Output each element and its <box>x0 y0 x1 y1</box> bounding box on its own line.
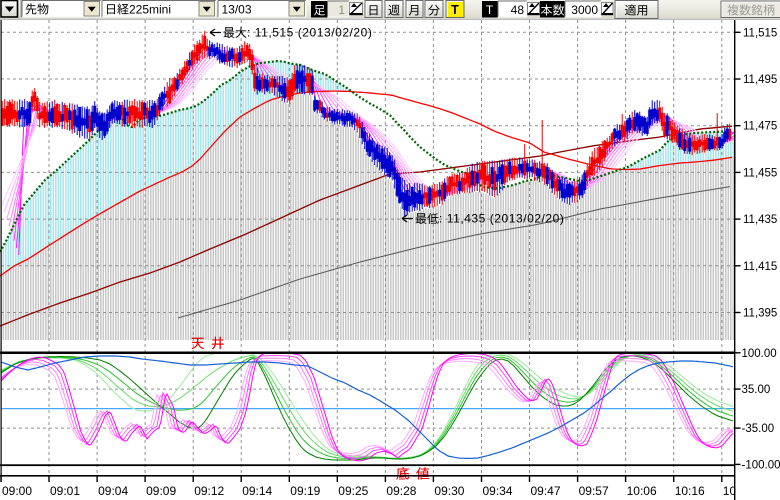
svg-text:10:06: 10:06 <box>627 484 657 498</box>
svg-text:09:09: 09:09 <box>146 484 176 498</box>
svg-text:09:04: 09:04 <box>98 484 128 498</box>
svg-text:13/03: 13/03 <box>222 3 252 17</box>
svg-text:11,495: 11,495 <box>743 74 777 86</box>
svg-text:11,415: 11,415 <box>743 261 777 273</box>
svg-text:11,455: 11,455 <box>743 167 777 179</box>
svg-text:225mini: 225mini <box>129 3 171 17</box>
svg-text:09:19: 09:19 <box>290 484 320 498</box>
svg-text:09:01: 09:01 <box>50 484 80 498</box>
svg-text:-35.00: -35.00 <box>742 423 775 435</box>
svg-text:09:47: 09:47 <box>531 484 561 498</box>
svg-text:11,475: 11,475 <box>743 121 777 133</box>
svg-text:09:28: 09:28 <box>386 484 416 498</box>
svg-text:T: T <box>486 3 494 17</box>
svg-text:100.00: 100.00 <box>742 348 777 360</box>
svg-text:09:57: 09:57 <box>579 484 609 498</box>
svg-text:11,395: 11,395 <box>743 308 777 320</box>
svg-text:-100.00: -100.00 <box>742 459 780 471</box>
svg-text:48: 48 <box>511 3 525 17</box>
svg-text:: 11,435 (2013/02/20): : 11,435 (2013/02/20) <box>439 212 564 226</box>
svg-text:09:25: 09:25 <box>338 484 368 498</box>
svg-text:1: 1 <box>338 3 345 17</box>
svg-text:09:14: 09:14 <box>242 484 272 498</box>
svg-text:09:34: 09:34 <box>483 484 513 498</box>
svg-text:11,515: 11,515 <box>743 27 777 39</box>
svg-text:11,435: 11,435 <box>743 214 777 226</box>
svg-text:09:00: 09:00 <box>2 484 32 498</box>
svg-text:09:12: 09:12 <box>194 484 224 498</box>
svg-text:35.00: 35.00 <box>742 384 771 396</box>
svg-text:3000: 3000 <box>571 3 598 17</box>
svg-text:: 11,515 (2013/02/20): : 11,515 (2013/02/20) <box>247 26 372 40</box>
svg-text:10:16: 10:16 <box>675 484 705 498</box>
svg-text:09:30: 09:30 <box>434 484 464 498</box>
svg-text:T: T <box>451 3 459 17</box>
